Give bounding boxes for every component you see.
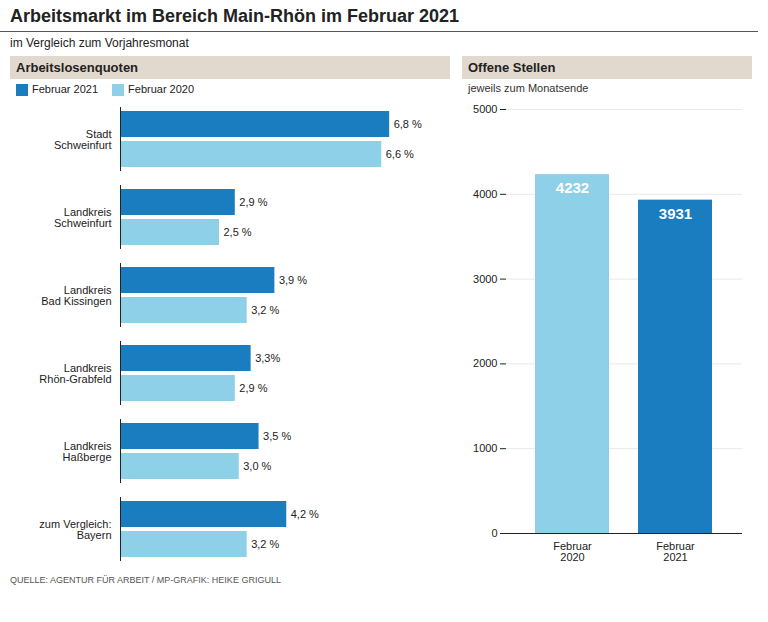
svg-text:3,3%: 3,3% — [255, 352, 280, 364]
svg-text:6,8 %: 6,8 % — [394, 118, 422, 130]
svg-text:4,2 %: 4,2 % — [291, 508, 319, 520]
svg-text:4232: 4232 — [556, 179, 589, 196]
svg-text:6,6 %: 6,6 % — [386, 148, 414, 160]
svg-text:Februar2020: Februar2020 — [553, 540, 592, 563]
html-text:Arbeitslosenquoten: Arbeitslosenquoten — [16, 60, 139, 75]
svg-text:2,9 %: 2,9 % — [239, 382, 267, 394]
html-text:Februar 2020: Februar 2020 — [128, 83, 195, 95]
svg-text:LandkreisHaßberge: LandkreisHaßberge — [63, 440, 112, 463]
svg-text:2,5 %: 2,5 % — [223, 226, 251, 238]
svg-text:3931: 3931 — [659, 205, 692, 222]
svg-text:3,2 %: 3,2 % — [251, 538, 279, 550]
svg-text:3,5 %: 3,5 % — [263, 430, 291, 442]
svg-text:0: 0 — [491, 527, 497, 539]
svg-text:2,9 %: 2,9 % — [239, 196, 267, 208]
svg-text:4000: 4000 — [473, 188, 497, 200]
svg-text:3000: 3000 — [473, 273, 497, 285]
svg-text:Februar2021: Februar2021 — [656, 540, 695, 563]
svg-text:5000: 5000 — [473, 103, 497, 115]
html-text:jeweils zum Monatsende: jeweils zum Monatsende — [468, 82, 589, 94]
svg-text:LandkreisBad Kissingen: LandkreisBad Kissingen — [41, 284, 112, 307]
svg-text:1000: 1000 — [473, 442, 497, 454]
html-text:Februar 2021: Februar 2021 — [32, 83, 98, 95]
svg-text:LandkreisRhön-Grabfeld: LandkreisRhön-Grabfeld — [39, 362, 112, 385]
html-text:Arbeitsmarkt im Bereich Main-R: Arbeitsmarkt im Bereich Main-Rhön im Feb… — [10, 6, 460, 26]
svg-text:zum Vergleich:Bayern: zum Vergleich:Bayern — [39, 518, 111, 541]
svg-text:LandkreisSchweinfurt: LandkreisSchweinfurt — [54, 206, 112, 229]
svg-text:3,2 %: 3,2 % — [251, 304, 279, 316]
svg-text:2000: 2000 — [473, 357, 497, 369]
html-text:Offene Stellen: Offene Stellen — [468, 60, 556, 75]
html-text:QUELLE: AGENTUR FÜR ARBEIT / M: QUELLE: AGENTUR FÜR ARBEIT / MP-GRAFIK: … — [10, 575, 281, 585]
svg-text:3,0 %: 3,0 % — [243, 460, 271, 472]
svg-text:StadtSchweinfurt: StadtSchweinfurt — [54, 128, 111, 151]
html-text:im Vergleich zum Vorjahresmona: im Vergleich zum Vorjahresmonat — [10, 36, 189, 50]
svg-text:3,9 %: 3,9 % — [279, 274, 307, 286]
